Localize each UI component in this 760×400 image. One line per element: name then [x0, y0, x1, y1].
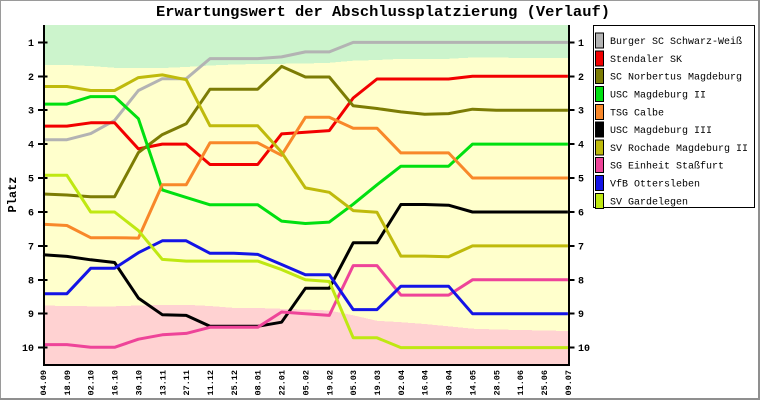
svg-text:SV Gardelegen: SV Gardelegen — [610, 196, 688, 208]
svg-text:SV Rochade Magdeburg II: SV Rochade Magdeburg II — [610, 143, 748, 155]
svg-text:3: 3 — [578, 107, 584, 118]
svg-text:27.11: 27.11 — [182, 370, 192, 396]
svg-text:1: 1 — [578, 39, 584, 50]
svg-text:16.10: 16.10 — [111, 370, 121, 396]
svg-text:10: 10 — [22, 344, 34, 355]
svg-text:30.04: 30.04 — [445, 370, 455, 396]
svg-text:25.06: 25.06 — [540, 370, 550, 396]
svg-text:19.03: 19.03 — [373, 370, 383, 396]
svg-text:5: 5 — [578, 175, 584, 186]
svg-text:7: 7 — [28, 242, 34, 253]
svg-text:25.12: 25.12 — [230, 370, 240, 396]
svg-text:22.01: 22.01 — [278, 370, 288, 396]
svg-text:04.09: 04.09 — [39, 370, 49, 396]
svg-text:10: 10 — [578, 344, 590, 355]
svg-text:USC Magdeburg III: USC Magdeburg III — [610, 125, 712, 137]
svg-text:2: 2 — [578, 73, 584, 84]
svg-text:6: 6 — [578, 209, 584, 220]
svg-text:Burger SC Schwarz-Weiß: Burger SC Schwarz-Weiß — [610, 36, 742, 48]
svg-text:Stendaler SK: Stendaler SK — [610, 54, 682, 66]
svg-text:SG Einheit Staßfurt: SG Einheit Staßfurt — [610, 161, 724, 173]
svg-text:8: 8 — [28, 276, 34, 287]
svg-text:TSG Calbe: TSG Calbe — [610, 107, 664, 119]
svg-text:28.05: 28.05 — [492, 370, 502, 396]
svg-text:USC Magdeburg II: USC Magdeburg II — [610, 90, 706, 102]
svg-text:6: 6 — [28, 209, 34, 220]
svg-text:7: 7 — [578, 242, 584, 253]
svg-text:8: 8 — [578, 276, 584, 287]
svg-text:13.11: 13.11 — [158, 370, 168, 396]
svg-text:09.07: 09.07 — [564, 370, 574, 396]
svg-text:1: 1 — [28, 39, 34, 50]
svg-text:02.10: 02.10 — [87, 370, 97, 396]
svg-text:14.05: 14.05 — [469, 370, 479, 396]
svg-text:4: 4 — [578, 141, 584, 152]
svg-text:08.01: 08.01 — [254, 370, 264, 396]
svg-text:05.03: 05.03 — [349, 370, 359, 396]
svg-text:Erwartungswert der Abschlusspl: Erwartungswert der Abschlussplatzierung … — [156, 4, 610, 21]
svg-text:11.12: 11.12 — [206, 370, 216, 396]
svg-text:VfB Ottersleben: VfB Ottersleben — [610, 179, 700, 191]
svg-text:18.09: 18.09 — [63, 370, 73, 396]
svg-text:9: 9 — [578, 310, 584, 321]
svg-text:11.06: 11.06 — [516, 370, 526, 396]
svg-text:Platz: Platz — [6, 177, 20, 213]
svg-text:2: 2 — [28, 73, 34, 84]
svg-text:30.10: 30.10 — [134, 370, 144, 396]
svg-text:5: 5 — [28, 175, 34, 186]
svg-text:02.04: 02.04 — [397, 370, 407, 396]
svg-text:19.02: 19.02 — [325, 370, 335, 396]
svg-text:SC Norbertus Magdeburg: SC Norbertus Magdeburg — [610, 72, 742, 84]
svg-text:05.02: 05.02 — [301, 370, 311, 396]
svg-text:4: 4 — [28, 141, 34, 152]
svg-text:3: 3 — [28, 107, 34, 118]
svg-text:9: 9 — [28, 310, 34, 321]
svg-text:16.04: 16.04 — [421, 370, 431, 396]
